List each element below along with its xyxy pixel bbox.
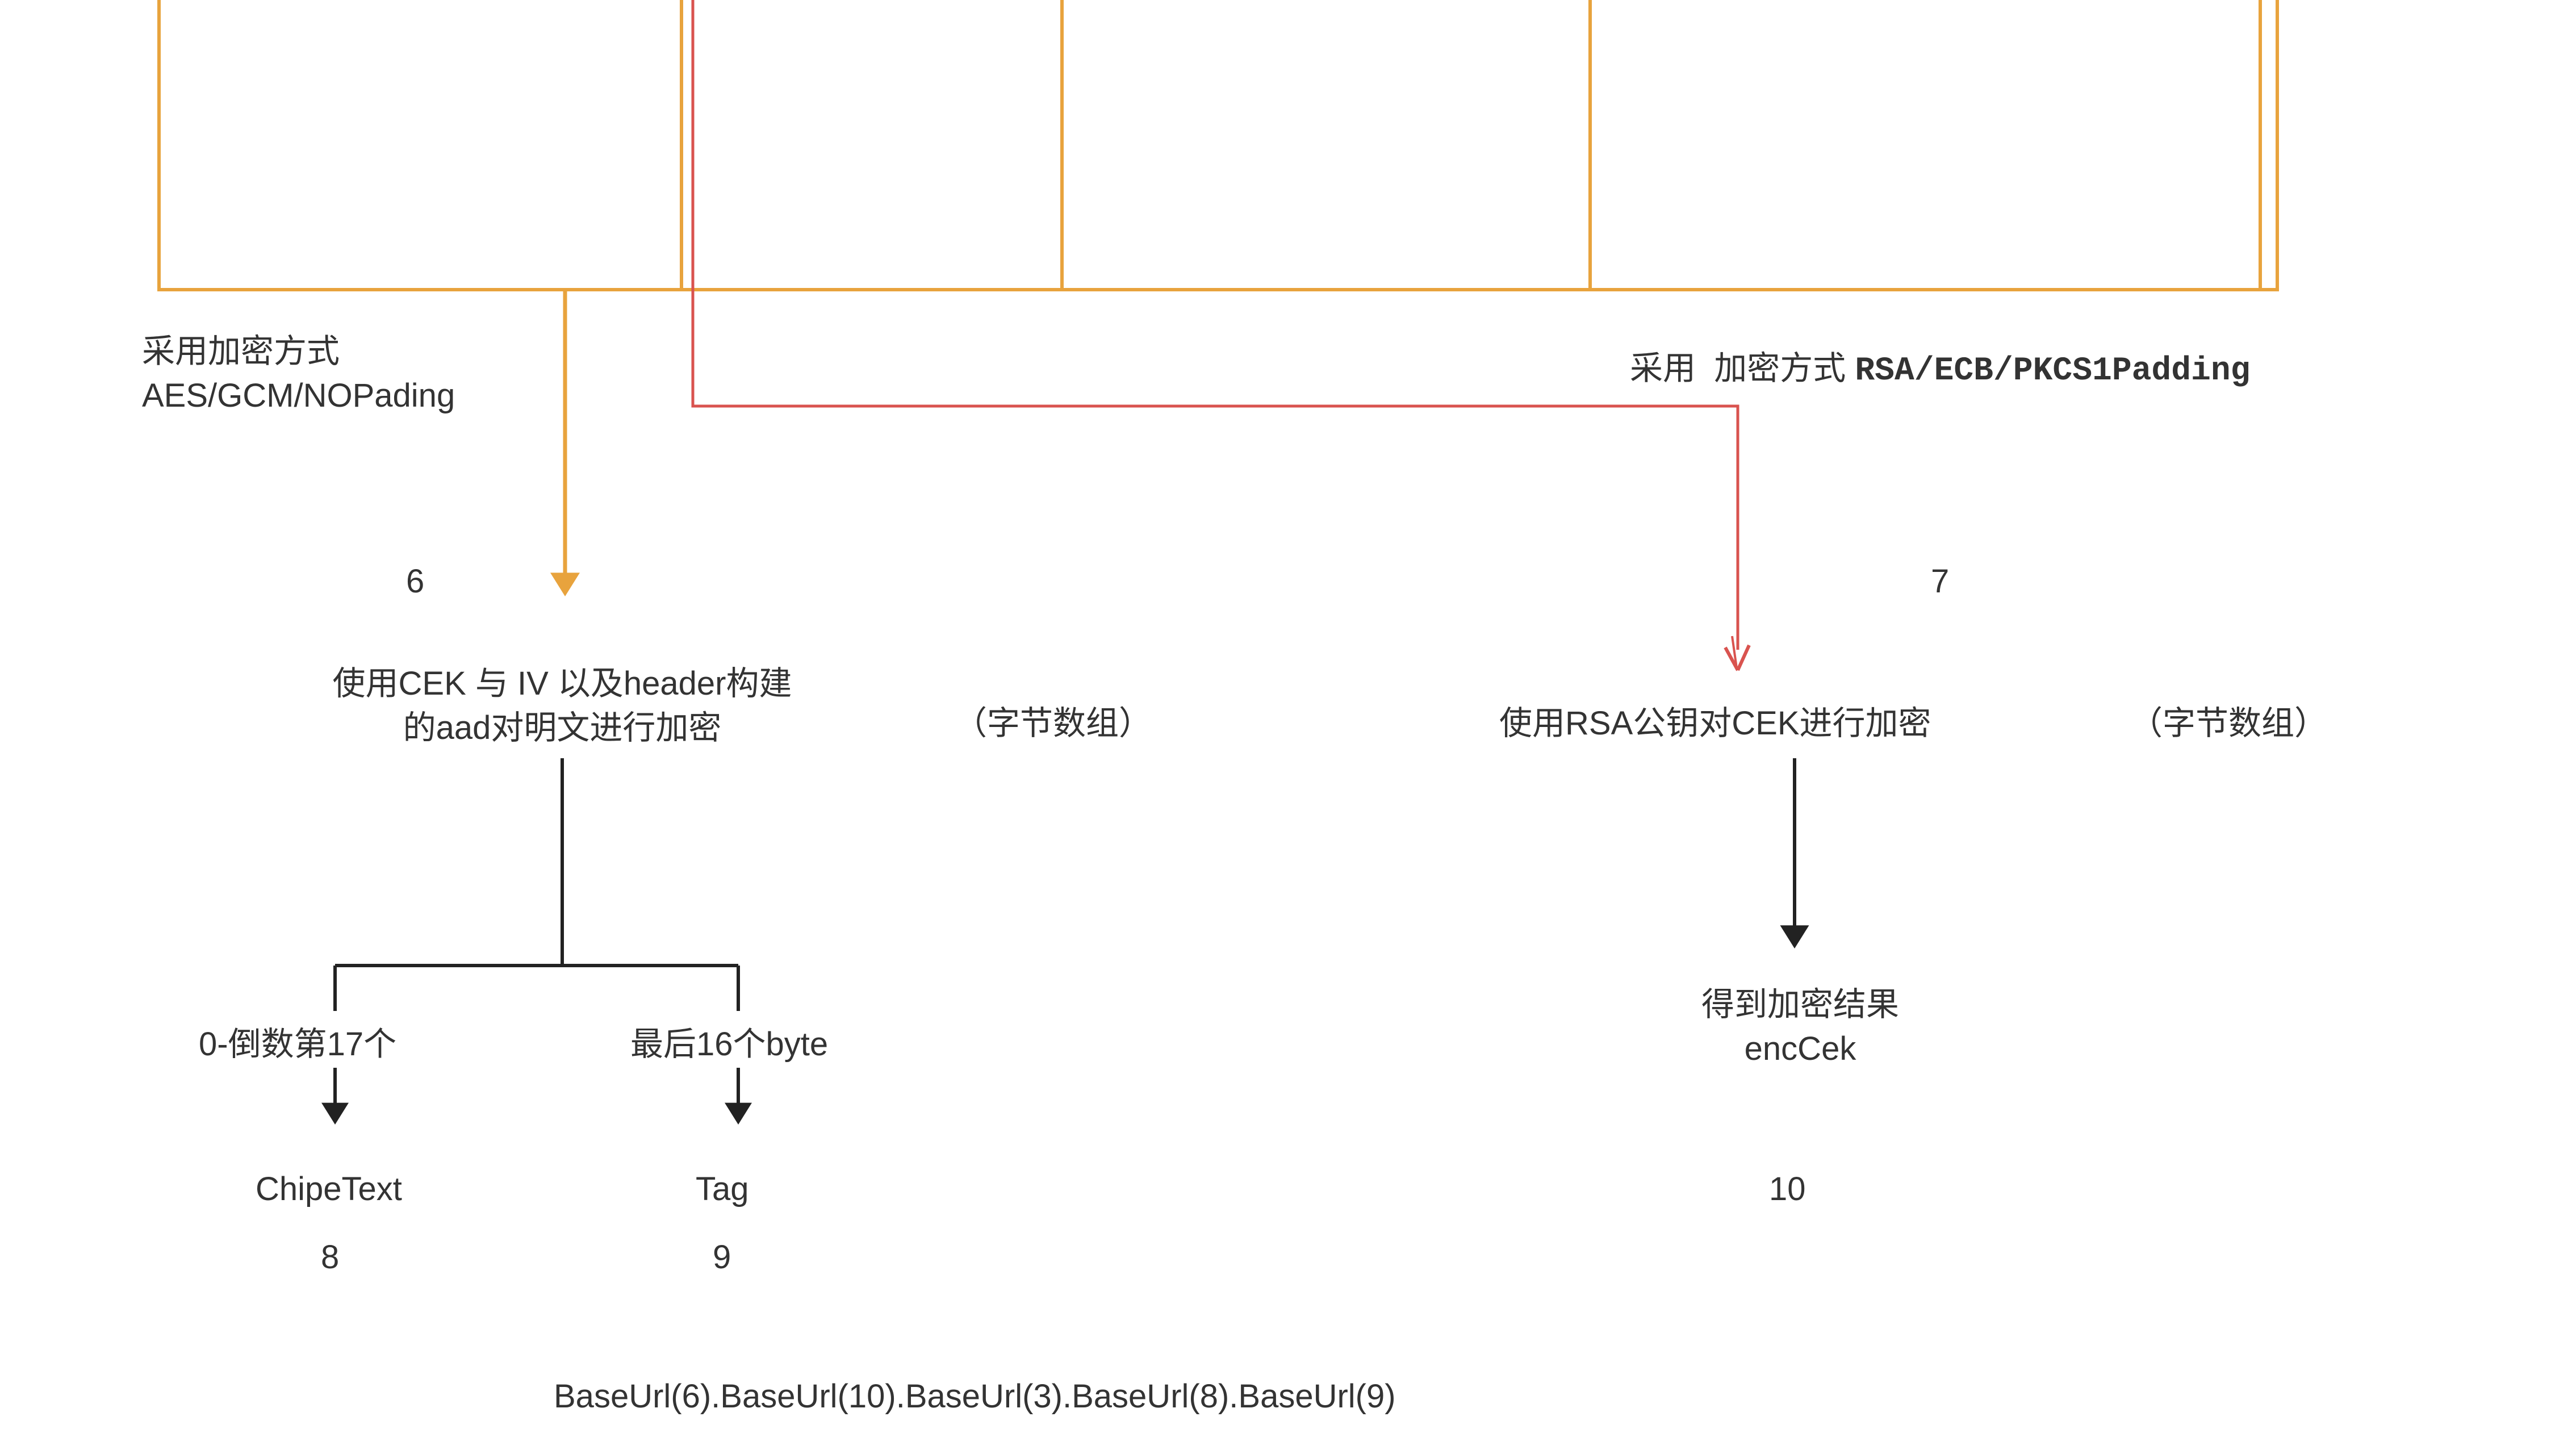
arrow-head [321,1103,349,1125]
label-step6: 使用CEK 与 IV 以及header构建 的aad对明文进行加密 [261,662,863,751]
label-step7_paren: （字节数组） [2130,701,2327,746]
label-split_right: 最后16个byte [630,1022,828,1067]
label-num8: 8 [321,1235,339,1280]
label-final: BaseUrl(6).BaseUrl(10).BaseUrl(3).BaseUr… [554,1374,1396,1419]
label-chipetext: ChipeText [256,1167,402,1211]
box [681,0,1062,290]
box [1590,0,2260,290]
arrow-head [725,1103,752,1125]
label-num7: 7 [1931,559,1949,604]
arrow-head [550,573,580,596]
label-tag: Tag [696,1167,749,1211]
label-enc_right: 采用 加密方式 RSA/ECB/PKCS1Padding [1630,346,2250,394]
arrow-head [1780,925,1809,948]
label-step6_paren: （字节数组） [954,701,1152,746]
label-num10: 10 [1769,1167,1806,1211]
label-enc_left: 采用加密方式 AES/GCM/NOPading [142,329,455,419]
label-num9: 9 [713,1235,731,1280]
label-num6: 6 [406,559,424,604]
box [159,0,2277,290]
label-step7: 使用RSA公钥对CEK进行加密 [1499,701,1931,746]
label-split_left: 0-倒数第17个 [199,1022,396,1067]
label-enc_result: 得到加密结果 encCek [1658,983,1942,1072]
